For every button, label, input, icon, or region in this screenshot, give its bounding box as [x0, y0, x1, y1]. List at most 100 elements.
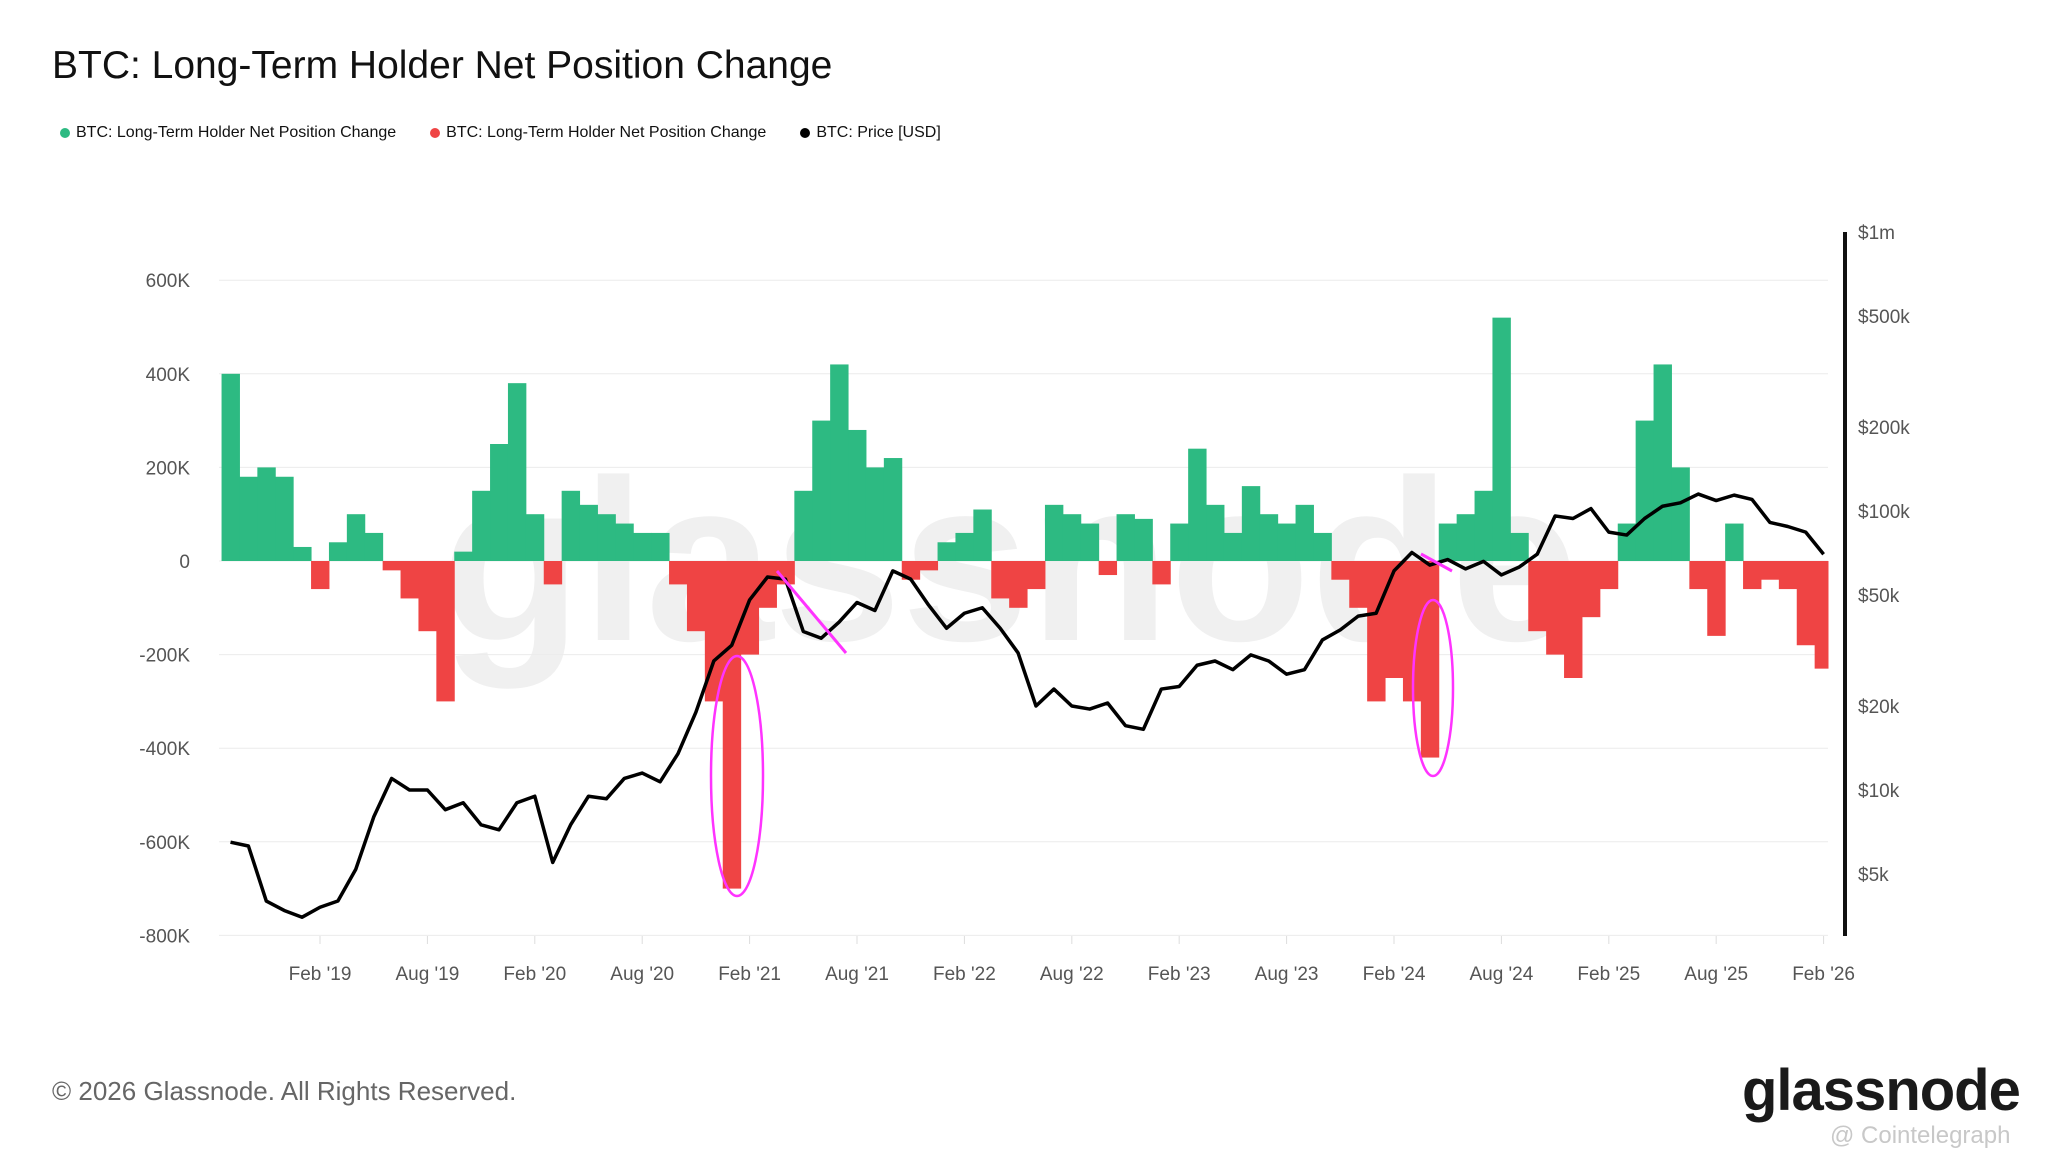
- bar-positive: [1510, 532, 1529, 561]
- x-axis-tick-label: Aug '22: [1040, 964, 1104, 985]
- left-axis-tick-label: 0: [179, 552, 190, 573]
- legend-label: BTC: Price [USD]: [816, 124, 941, 141]
- bar-positive: [830, 364, 849, 561]
- bar-negative: [740, 561, 760, 655]
- x-axis-tick-label: Feb '19: [289, 964, 352, 985]
- bar-positive: [1080, 523, 1100, 561]
- bar-positive: [1635, 420, 1655, 561]
- bar-negative: [669, 561, 688, 585]
- left-axis-tick-label: 400K: [146, 365, 191, 386]
- bar-positive: [1116, 514, 1135, 561]
- bar-negative: [1027, 561, 1046, 590]
- right-axis-tick-label: $50k: [1858, 586, 1900, 607]
- bar-negative: [1689, 561, 1708, 590]
- glassnode-logo: glassnode: [1742, 1058, 2021, 1123]
- bar-negative: [722, 561, 742, 889]
- bar-positive: [1295, 504, 1314, 561]
- x-axis-tick-label: Feb '20: [503, 964, 566, 985]
- bar-negative: [1349, 561, 1368, 608]
- left-axis-tick-label: -200K: [139, 646, 190, 667]
- left-axis-tick-label: 600K: [146, 271, 191, 292]
- x-axis-tick-label: Aug '23: [1255, 964, 1319, 985]
- bar-positive: [1188, 448, 1207, 561]
- bar-positive: [883, 458, 903, 561]
- legend-dot-green-icon: [60, 128, 70, 138]
- bar-positive: [293, 546, 312, 561]
- bar-positive: [1044, 504, 1064, 561]
- x-axis-tick-label: Aug '24: [1469, 964, 1533, 985]
- bar-negative: [991, 561, 1010, 599]
- legend: BTC: Long-Term Holder Net Position Chang…: [60, 124, 941, 142]
- bar-positive: [1456, 514, 1476, 561]
- copyright: © 2026 Glassnode. All Rights Reserved.: [52, 1076, 517, 1106]
- x-axis-tick-label: Feb '25: [1577, 964, 1640, 985]
- x-axis-tick-label: Feb '24: [1363, 964, 1426, 985]
- legend-dot-black-icon: [800, 128, 811, 138]
- bar-positive: [848, 429, 867, 561]
- left-axis-tick-label: -600K: [139, 833, 190, 854]
- bar-positive: [507, 383, 527, 561]
- bar-positive: [865, 467, 885, 561]
- right-axis-tick-label: $1m: [1858, 223, 1895, 244]
- bar-negative: [1528, 561, 1547, 632]
- bar-positive: [812, 420, 831, 561]
- bar-positive: [328, 542, 348, 561]
- cointelegraph-credit: @ Cointelegraph: [1830, 1122, 2011, 1149]
- x-axis-tick-label: Feb '23: [1148, 964, 1211, 985]
- bar-positive: [794, 490, 813, 561]
- bar-positive: [1653, 364, 1672, 561]
- bar-negative: [1814, 561, 1829, 669]
- bar-positive: [221, 373, 240, 561]
- bar-negative: [919, 561, 939, 571]
- bar-positive: [454, 551, 473, 561]
- bar-negative: [1760, 561, 1780, 580]
- bar-negative: [1009, 561, 1028, 608]
- bar-negative: [1796, 561, 1816, 646]
- x-axis-tick-label: Aug '20: [610, 964, 674, 985]
- bar-positive: [1277, 523, 1297, 561]
- bar-positive: [1313, 532, 1332, 561]
- bar-positive: [275, 476, 294, 561]
- annotation-arrow: [1420, 552, 1453, 573]
- bar-positive: [633, 532, 652, 561]
- bar-positive: [1725, 523, 1744, 561]
- bar-positive: [955, 532, 974, 561]
- bar-negative: [543, 561, 563, 585]
- legend-item-negative[interactable]: BTC: Long-Term Holder Net Position Chang…: [430, 124, 766, 142]
- bar-negative: [1420, 561, 1440, 758]
- bar-positive: [561, 490, 581, 561]
- bar-positive: [490, 444, 509, 561]
- bar-negative: [1331, 561, 1350, 580]
- bar-positive: [597, 514, 616, 561]
- x-axis-tick-label: Aug '21: [825, 964, 889, 985]
- legend-item-positive[interactable]: BTC: Long-Term Holder Net Position Chang…: [60, 124, 396, 142]
- legend-label: BTC: Long-Term Holder Net Position Chang…: [76, 124, 397, 141]
- bar-negative: [400, 561, 419, 599]
- bar-positive: [1671, 467, 1690, 561]
- bar-positive: [239, 476, 258, 561]
- bar-negative: [382, 561, 402, 571]
- bar-negative: [1743, 561, 1762, 590]
- bar-negative: [704, 561, 724, 702]
- right-axis-tick-label: $500k: [1858, 307, 1910, 328]
- bar-positive: [1170, 523, 1189, 561]
- bar-negative: [1402, 561, 1422, 702]
- bar-negative: [311, 561, 330, 590]
- bar-negative: [1778, 561, 1798, 590]
- bar-negative: [1367, 561, 1386, 702]
- x-axis-tick-label: Feb '22: [933, 964, 996, 985]
- x-axis-tick-label: Feb '26: [1792, 964, 1855, 985]
- bar-positive: [937, 542, 956, 561]
- bar-negative: [758, 561, 777, 608]
- right-axis-tick-label: $200k: [1858, 418, 1910, 439]
- bar-negative: [686, 561, 706, 632]
- bar-negative: [436, 561, 455, 702]
- annotation-arrow: [775, 570, 848, 654]
- bar-positive: [973, 509, 992, 561]
- bar-negative: [1707, 561, 1726, 636]
- bar-negative: [1599, 561, 1619, 590]
- legend-item-price[interactable]: BTC: Price [USD]: [800, 124, 941, 142]
- x-axis-tick-label: Feb '21: [718, 964, 781, 985]
- right-axis-tick-label: $100k: [1858, 502, 1910, 523]
- bar-negative: [1564, 561, 1583, 678]
